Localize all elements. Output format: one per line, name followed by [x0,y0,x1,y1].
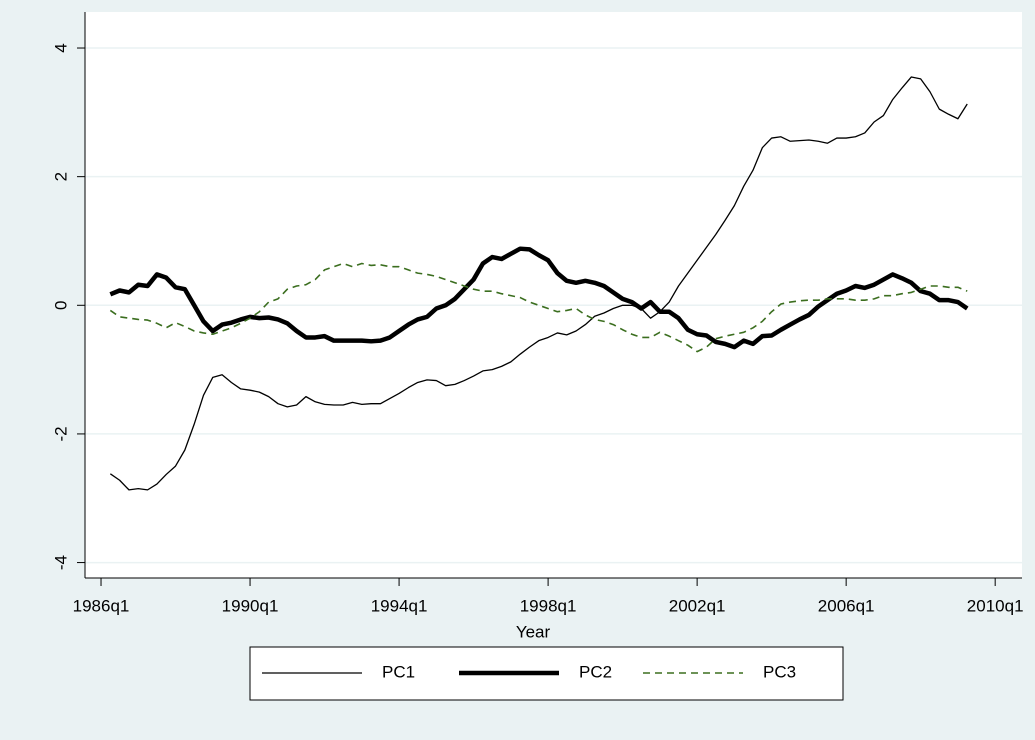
y-tick-label: -4 [51,555,70,570]
series-line [109,246,969,350]
x-tick-label: 2010q1 [967,596,1024,615]
x-tick-label: 1994q1 [371,596,428,615]
y-tick-label: 0 [51,301,70,310]
y-tick-label: 2 [51,172,70,181]
x-tick-label: 1990q1 [222,596,279,615]
x-tick-label: 2006q1 [818,596,875,615]
plot-area [85,12,1022,578]
legend-label: PC2 [579,662,612,681]
series-line [109,76,968,491]
x-axis-title: Year [516,622,551,641]
y-tick-label: 4 [51,43,70,52]
x-tick-label: 2002q1 [669,596,726,615]
x-tick-label: 1998q1 [520,596,577,615]
legend-label: PC3 [763,662,796,681]
x-tick-label: 1986q1 [73,596,130,615]
legend-label: PC1 [382,662,415,681]
y-tick-label: -2 [51,426,70,441]
